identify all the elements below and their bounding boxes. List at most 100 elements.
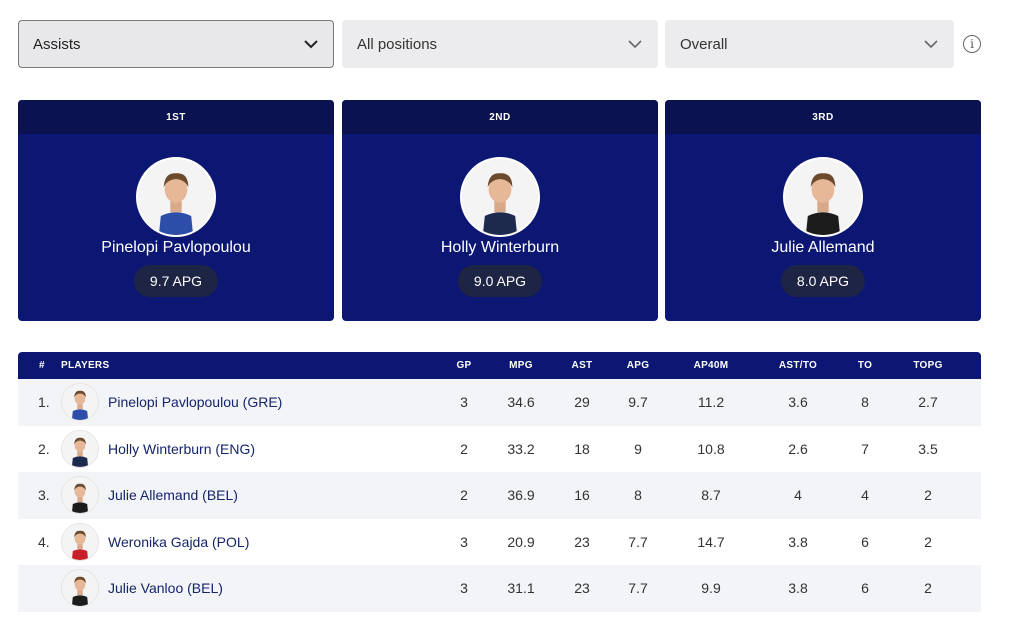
position-select[interactable]: All positions — [342, 20, 658, 68]
period-select-value: Overall — [680, 35, 728, 53]
cell-topg: 2 — [924, 580, 932, 596]
cell-to: 4 — [861, 487, 869, 503]
header-players[interactable]: PLAYERS — [61, 360, 110, 371]
podium-player-name: Holly Winterburn — [440, 239, 560, 256]
cell-ap40m: 11.2 — [697, 394, 725, 410]
cell-to: 8 — [861, 394, 869, 410]
avatar — [61, 429, 99, 468]
cell-ast: 16 — [574, 487, 590, 503]
cell-mpg: 20.9 — [507, 533, 535, 550]
podium-player-name: Julie Allemand — [771, 239, 875, 256]
cell-mpg: 31.1 — [507, 580, 535, 596]
player-photo-icon — [62, 384, 98, 420]
avatar — [136, 157, 216, 237]
cell-apg: 7.7 — [628, 580, 648, 596]
position-select-value: All positions — [357, 35, 438, 53]
table-row[interactable]: 3. Julie Allemand (BEL) 2 36.9 16 8 8.7 4 4 2 — [18, 472, 981, 519]
cell-topg: 3.5 — [918, 440, 938, 457]
table-row[interactable]: Julie Vanloo (BEL) 3 31.1 23 7.7 9.9 3.8 6 2 — [18, 565, 981, 612]
podium-stat-badge: 8.0 APG — [780, 265, 866, 297]
player-photo-icon — [785, 159, 861, 235]
cell-to: 7 — [861, 440, 869, 457]
player-name-link[interactable]: Julie Vanloo (BEL) — [108, 580, 223, 596]
chevron-down-icon — [627, 36, 643, 52]
podium-card-third[interactable]: 3RD Julie Allemand 8.0 APG — [665, 100, 981, 321]
player-photo-icon — [62, 523, 98, 560]
cell-ast-to: 4 — [794, 487, 802, 503]
cell-apg: 9.7 — [628, 394, 648, 410]
cell-rank: 2. — [38, 440, 50, 457]
cell-ap40m: 8.7 — [701, 487, 721, 503]
top-three-podium: 1ST Pinelopi Pavlopoulou 9.7 APG 2ND Hol… — [18, 100, 981, 321]
podium-rank: 3RD — [665, 100, 981, 134]
table-row[interactable]: 1. Pinelopi Pavlopoulou (GRE) 3 34.6 29 9.7 11… — [18, 379, 981, 426]
stat-select[interactable]: Assists — [18, 20, 334, 68]
header-apg[interactable]: APG — [626, 360, 650, 371]
cell-mpg: 34.6 — [507, 394, 535, 410]
header-mpg[interactable]: MPG — [509, 360, 533, 371]
podium-card-second[interactable]: 2ND Holly Winterburn 9.0 APG — [342, 100, 658, 321]
cell-apg: 9 — [634, 440, 642, 457]
assists-table: # PLAYERS GP MPG AST APG AP40M AST/TO TO… — [18, 352, 981, 612]
cell-gp: 3 — [460, 580, 468, 596]
cell-mpg: 36.9 — [507, 487, 535, 503]
info-icon[interactable]: i — [963, 35, 981, 53]
cell-ast-to: 3.8 — [788, 533, 808, 550]
header-ap40m[interactable]: AP40M — [693, 360, 729, 371]
cell-apg: 7.7 — [628, 533, 648, 550]
player-name-link[interactable]: Holly Winterburn (ENG) — [108, 440, 256, 457]
player-name-link[interactable]: Julie Allemand (BEL) — [108, 487, 238, 503]
avatar — [61, 383, 99, 421]
player-name-link[interactable]: Pinelopi Pavlopoulou (GRE) — [108, 394, 283, 410]
cell-ast-to: 2.6 — [788, 440, 808, 457]
header-to[interactable]: TO — [857, 360, 873, 371]
header-topg[interactable]: TOPG — [913, 360, 943, 371]
chevron-down-icon — [303, 36, 319, 52]
cell-gp: 3 — [460, 394, 468, 410]
table-row[interactable]: 4. Weronika Gajda (POL) 3 20.9 23 7.7 14.7 3.8 6… — [18, 519, 981, 566]
podium-rank: 1ST — [18, 100, 334, 134]
podium-card-first[interactable]: 1ST Pinelopi Pavlopoulou 9.7 APG — [18, 100, 334, 321]
player-photo-icon — [62, 477, 98, 513]
cell-ast: 29 — [574, 394, 590, 410]
player-photo-icon — [462, 159, 538, 235]
cell-ast: 18 — [574, 440, 590, 457]
podium-rank: 2ND — [342, 100, 658, 134]
header-gp[interactable]: GP — [456, 360, 472, 371]
cell-topg: 2.7 — [918, 394, 938, 410]
header-rank: # — [39, 360, 45, 371]
cell-ast-to: 3.8 — [788, 580, 808, 596]
cell-rank: 3. — [38, 487, 50, 503]
table-row[interactable]: 2. Holly Winterburn (ENG) 2 33.2 18 9 10.8 2.6 7… — [18, 426, 981, 473]
cell-topg: 2 — [924, 487, 932, 503]
podium-stat-badge: 9.0 APG — [457, 265, 543, 297]
stat-select-value: Assists — [33, 35, 81, 53]
cell-gp: 2 — [460, 487, 468, 503]
cell-apg: 8 — [634, 487, 642, 503]
avatar — [61, 522, 99, 561]
player-photo-icon — [138, 159, 214, 235]
table-header: # PLAYERS GP MPG AST APG AP40M AST/TO TO… — [18, 352, 981, 379]
cell-to: 6 — [861, 533, 869, 550]
cell-ap40m: 10.8 — [697, 440, 725, 457]
cell-rank: 1. — [38, 394, 50, 410]
cell-rank: 4. — [38, 533, 50, 550]
cell-ast: 23 — [574, 533, 590, 550]
cell-mpg: 33.2 — [507, 440, 535, 457]
cell-gp: 2 — [460, 440, 468, 457]
podium-player-name: Pinelopi Pavlopoulou — [101, 239, 251, 256]
cell-topg: 2 — [924, 533, 932, 550]
cell-gp: 3 — [460, 533, 468, 550]
header-ast-to[interactable]: AST/TO — [778, 360, 818, 371]
avatar — [61, 476, 99, 514]
cell-ap40m: 14.7 — [697, 533, 725, 550]
period-select[interactable]: Overall — [665, 20, 954, 68]
avatar — [460, 157, 540, 237]
header-ast[interactable]: AST — [571, 360, 593, 371]
cell-to: 6 — [861, 580, 869, 596]
cell-ast: 23 — [574, 580, 590, 596]
podium-stat-badge: 9.7 APG — [133, 265, 219, 297]
cell-ast-to: 3.6 — [788, 394, 808, 410]
player-name-link[interactable]: Weronika Gajda (POL) — [108, 533, 250, 550]
filter-bar: Assists All positions Overall i — [18, 20, 988, 68]
